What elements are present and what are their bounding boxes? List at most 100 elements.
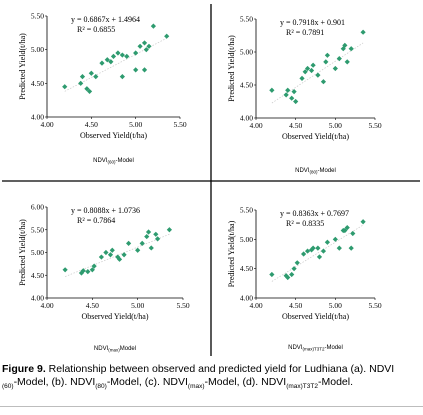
figure-caption: Figure 9. Relationship between observed … xyxy=(2,363,418,393)
data-point xyxy=(115,254,121,260)
data-point xyxy=(308,67,315,74)
data-point xyxy=(316,254,323,260)
x-tick-label: 5.50 xyxy=(368,301,381,310)
data-point xyxy=(86,88,93,95)
data-point xyxy=(285,87,291,93)
data-point xyxy=(323,59,329,65)
data-point xyxy=(289,95,295,101)
y-tick-label: 4.00 xyxy=(240,294,253,303)
x-tick-label: 5.00 xyxy=(329,121,342,130)
data-point xyxy=(133,50,139,56)
data-point xyxy=(350,230,356,237)
x-tick-label: 5.00 xyxy=(131,301,144,310)
y-tick-label: 5.50 xyxy=(240,206,253,215)
figure-panels: 4.00 4.50 5.00 5.50 4.00 4.50 5.00 5.50 Observed… xyxy=(2,4,420,356)
y-tick-label: 4.00 xyxy=(240,114,253,123)
data-point xyxy=(124,53,130,59)
data-point xyxy=(291,89,297,95)
data-point xyxy=(332,236,338,242)
regression-equation: y = 0.6867x + 1.4964 xyxy=(71,15,140,24)
data-point xyxy=(320,248,327,254)
caption-text-5: -Model. xyxy=(317,376,353,388)
data-point xyxy=(98,254,104,260)
data-point xyxy=(153,231,159,237)
data-point xyxy=(103,249,109,256)
data-point xyxy=(110,53,117,59)
caption-text-4: -Model, (d). NDVI xyxy=(204,376,287,388)
data-point xyxy=(115,50,121,56)
y-tick-label: 5.00 xyxy=(240,48,253,57)
data-point xyxy=(293,98,299,105)
data-point xyxy=(344,59,350,65)
data-point xyxy=(85,269,91,275)
y-tick-label: 4.00 xyxy=(31,294,44,303)
y-tick-label: 5.50 xyxy=(240,15,253,24)
x-tick-label: 4.50 xyxy=(86,301,99,310)
data-point xyxy=(285,274,291,281)
x-tick-label: 5.00 xyxy=(129,120,142,129)
y-tick-label: 4.50 xyxy=(31,271,44,280)
data-point xyxy=(324,239,330,245)
x-tick-label: 5.50 xyxy=(173,120,186,129)
data-point xyxy=(89,267,95,273)
y-tick-label: 4.50 xyxy=(240,81,253,90)
data-point xyxy=(126,240,132,246)
r-squared: R² = 0.7891 xyxy=(286,28,324,37)
data-point xyxy=(336,245,342,251)
data-point xyxy=(109,247,115,253)
x-axis-title: Observed Yield(t/ha) xyxy=(282,132,349,141)
data-point xyxy=(62,84,68,90)
caption-sub-2: (80) xyxy=(95,383,107,391)
y-tick-label: 4.00 xyxy=(31,113,44,122)
x-tick-label: 4.00 xyxy=(249,121,262,130)
data-point xyxy=(146,43,152,49)
data-point xyxy=(342,227,348,234)
y-tick-label: 4.50 xyxy=(31,79,44,88)
data-point xyxy=(148,245,154,251)
x-tick-label: 4.00 xyxy=(40,301,53,310)
data-point xyxy=(291,266,297,272)
caption-text-2: -Model, (b). NDVI xyxy=(13,376,96,388)
y-tick-label: 6.00 xyxy=(31,203,44,212)
data-point xyxy=(108,59,114,65)
data-point xyxy=(301,251,307,257)
x-tick-label: 5.50 xyxy=(176,301,189,310)
caption-sub-4: (max)T3T2 xyxy=(286,383,318,391)
data-point xyxy=(141,40,148,46)
data-point xyxy=(137,43,143,49)
data-point xyxy=(80,268,86,274)
data-point xyxy=(78,80,84,86)
caption-sub-3: (max) xyxy=(187,383,205,391)
y-tick-label: 5.00 xyxy=(31,248,44,257)
data-point xyxy=(310,62,316,68)
data-point xyxy=(269,271,275,278)
data-point xyxy=(269,87,275,93)
y-tick-label: 5.50 xyxy=(31,225,44,234)
data-point xyxy=(88,70,94,76)
data-point xyxy=(135,247,141,253)
x-tick-label: 5.00 xyxy=(329,301,342,310)
r-squared: R² = 0.8335 xyxy=(286,219,324,228)
data-point xyxy=(166,227,172,233)
data-point xyxy=(141,67,148,73)
regression-equation: y = 0.8088x + 1.0736 xyxy=(71,206,140,215)
y-tick-label: 5.00 xyxy=(240,235,253,244)
bottom-rule xyxy=(0,406,423,407)
r-squared: R² = 0.6855 xyxy=(77,25,115,34)
regression-equation: y = 0.7918x + 0.901 xyxy=(280,18,345,27)
data-point xyxy=(342,42,348,48)
data-point xyxy=(320,79,327,85)
data-point xyxy=(332,65,338,72)
caption-text-1: Relationship between observed and predic… xyxy=(45,363,395,375)
data-point xyxy=(119,52,125,58)
y-axis-title: Predicted Yield(t/ha) xyxy=(227,220,236,287)
data-point xyxy=(336,56,342,62)
y-tick-label: 5.00 xyxy=(31,45,44,54)
data-point xyxy=(299,75,305,81)
scatter-chart-2: 4.00 4.50 5.00 5.50 4.00 4.50 5.00 5.50 Observed… xyxy=(227,15,382,175)
data-point xyxy=(84,86,90,92)
data-point xyxy=(104,57,110,63)
data-point xyxy=(150,23,156,29)
data-point xyxy=(79,74,86,80)
y-axis-title: Predicted Yield(t/ha) xyxy=(18,219,27,286)
